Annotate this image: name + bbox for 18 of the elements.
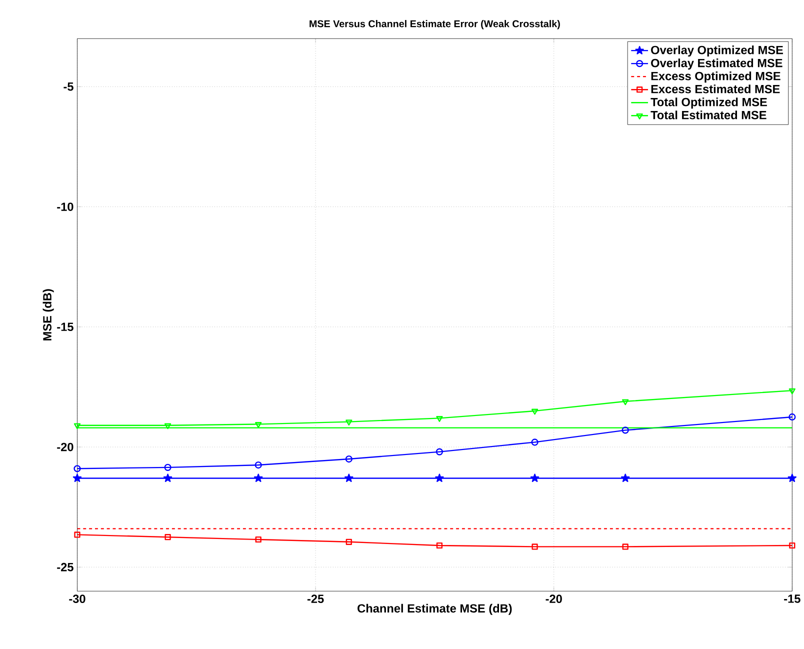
y-tick-label: -25 xyxy=(57,563,74,572)
legend-label: Excess Estimated MSE xyxy=(651,84,780,94)
y-axis-title: MSE (dB) xyxy=(42,289,54,341)
x-tick-label: -20 xyxy=(546,594,562,604)
legend-label: Overlay Estimated MSE xyxy=(651,58,782,70)
y-tick-label: -20 xyxy=(57,443,74,452)
chart-title: MSE Versus Channel Estimate Error (Weak Crosstalk) xyxy=(310,20,560,30)
y-tick-label: -15 xyxy=(57,322,74,332)
x-axis-title: Channel Estimate MSE (dB) xyxy=(358,604,512,616)
legend-label: Excess Optimized MSE xyxy=(651,72,780,83)
legend-label: Overlay Optimized MSE xyxy=(651,46,783,57)
y-tick-label: -10 xyxy=(57,202,74,212)
legend-label: Total Estimated MSE xyxy=(650,110,766,120)
y-tick-label: -5 xyxy=(64,82,74,91)
x-tick-label: -30 xyxy=(69,594,86,604)
legend-label: Total Optimized MSE xyxy=(650,98,767,109)
x-tick-label: -25 xyxy=(307,594,324,604)
x-tick-label: -15 xyxy=(784,594,800,604)
